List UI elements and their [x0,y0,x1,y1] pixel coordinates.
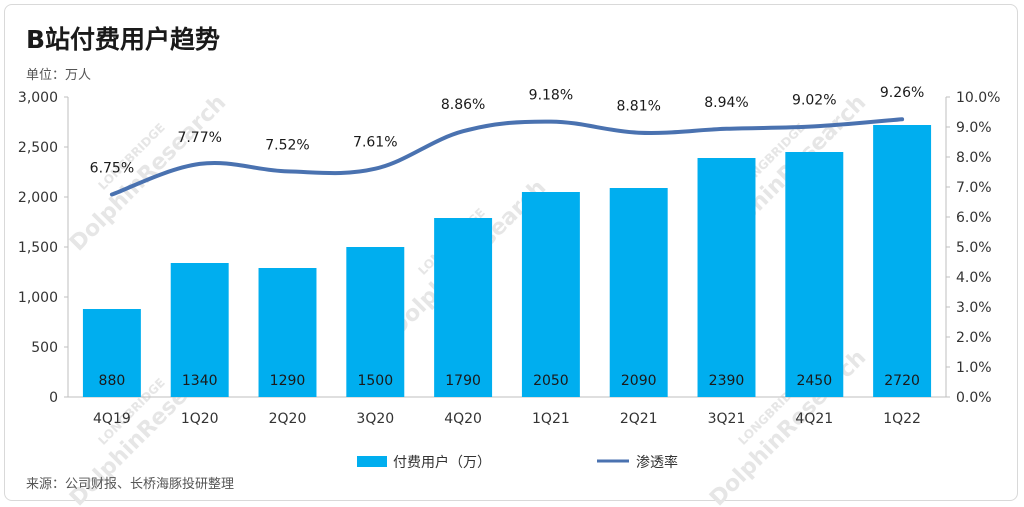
line-data-label: 9.26% [880,85,924,101]
y-right-tick-label: 8.0% [956,150,992,166]
chart-title: B站付费用户趋势 [26,25,221,54]
line-data-label: 7.52% [265,137,309,153]
bar-data-label: 1500 [357,373,393,389]
bar [258,268,317,397]
x-tick-label: 1Q20 [181,411,219,427]
y-left-tick-label: 2,000 [18,190,58,206]
bar [609,188,668,397]
bar-series: 880 1340 1290 1500 1790 2050 2090 2390 2450 2720 [82,125,932,397]
line-data-label: 7.61% [353,135,397,151]
x-tick-label: 3Q21 [708,411,746,427]
line-data-label: 9.18% [529,88,573,104]
line-data-label: 8.81% [616,99,660,115]
x-tick-label: 2Q21 [620,411,658,427]
x-tick-label: 2Q20 [269,411,307,427]
y-left-tick-label: 3,000 [18,90,58,106]
y-right-tick-label: 6.0% [956,210,992,226]
bar-data-label: 880 [99,373,126,389]
y-right-tick-label: 3.0% [956,300,992,316]
x-tick-label: 3Q20 [356,411,394,427]
legend-swatch-bar [357,456,387,467]
legend-label-bar: 付费用户（万） [393,454,491,471]
bar [82,309,141,397]
bar [873,125,932,397]
bar-data-label: 2390 [709,373,745,389]
source-note: 来源：公司财报、长桥海豚投研整理 [26,477,235,492]
legend-label-line: 渗透率 [636,454,678,471]
y-left-tick-label: 1,500 [18,240,58,256]
y-right-tick-label: 9.0% [956,120,992,136]
y-left-tick-label: 0 [49,390,58,406]
penetration-line [109,117,905,197]
y-right-tick-label: 10.0% [956,90,1000,106]
bar [170,263,229,397]
line-series: 6.75% 7.77% 7.52% 7.61% 8.86% 9.18% 8.81% 8.94%… [90,85,924,197]
bar [697,158,756,397]
bar-data-label: 2090 [621,373,657,389]
chart-frame [4,4,1018,501]
y-right-tick-label: 7.0% [956,180,992,196]
bar-data-label: 1340 [182,373,218,389]
unit-label: 单位：万人 [26,68,92,83]
x-tick-label: 4Q19 [93,411,131,427]
bar-data-label: 2050 [533,373,569,389]
y-right-tick-label: 2.0% [956,330,992,346]
legend: 付费用户（万） 渗透率 [357,454,678,471]
line-data-label: 6.75% [90,161,134,177]
y-right-tick-label: 5.0% [956,240,992,256]
axes: 0 500 1,000 1,500 2,000 2,500 3,000 0.0% 1.0% 2.0… [18,90,1001,427]
y-left-tick-label: 2,500 [18,140,58,156]
y-right-tick-label: 0.0% [956,390,992,406]
bar [785,152,844,397]
bar [346,247,405,397]
y-left-tick-label: 1,000 [18,290,58,306]
x-tick-label: 1Q22 [883,411,921,427]
x-tick-label: 1Q21 [532,411,570,427]
line-data-label: 7.77% [177,130,221,146]
bar [521,192,580,397]
line-data-label: 8.86% [441,97,485,113]
bar-data-label: 2450 [796,373,832,389]
y-right-tick-label: 1.0% [956,360,992,376]
bar-data-label: 2720 [884,373,920,389]
bar [434,218,493,397]
y-right-tick-label: 4.0% [956,270,992,286]
x-tick-label: 4Q21 [795,411,833,427]
line-data-label: 8.94% [704,95,748,111]
bar-data-label: 1290 [270,373,306,389]
bar-data-label: 1790 [445,373,481,389]
x-tick-label: 4Q20 [444,411,482,427]
line-data-label: 9.02% [792,92,836,108]
y-left-tick-label: 500 [31,340,58,356]
